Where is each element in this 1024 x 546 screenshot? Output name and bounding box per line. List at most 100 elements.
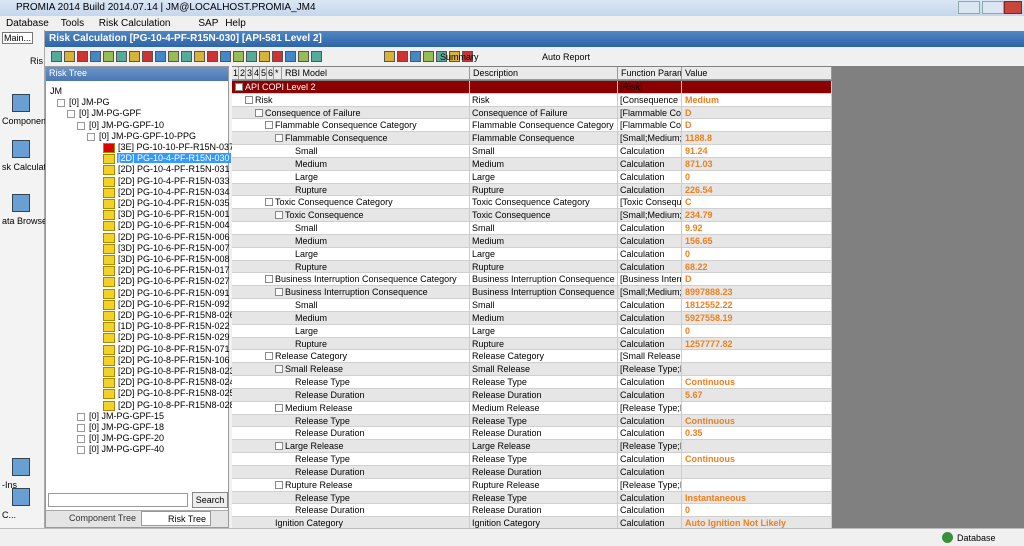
tree-node[interactable]: [0] JM-PG-GPF-10 xyxy=(89,119,165,130)
expand-toggle[interactable] xyxy=(235,83,243,91)
toolbar-icon[interactable] xyxy=(168,51,179,62)
grid-row[interactable]: Release Type Release Type Calculation Insta… xyxy=(232,491,832,505)
expand-toggle[interactable] xyxy=(67,110,75,119)
nav-label[interactable]: C... xyxy=(2,510,17,520)
column-header[interactable]: Description xyxy=(470,67,618,80)
toolbar-icon[interactable] xyxy=(410,51,421,62)
tree-node[interactable]: [2D] PG-10-6-PF-R15N-004 xyxy=(118,220,230,231)
nav-icon[interactable] xyxy=(12,458,30,476)
tree-node[interactable]: [2D] PG-10-8-PF-R15N-071 xyxy=(118,343,230,354)
grid-row[interactable]: Release Type Release Type Calculation Conti… xyxy=(232,453,832,466)
menu-item[interactable]: Help xyxy=(225,18,246,29)
toolbar-icon[interactable] xyxy=(51,51,62,62)
toolbar-icon[interactable] xyxy=(462,51,473,62)
toolbar-icon[interactable] xyxy=(298,51,309,62)
tree-node[interactable]: [3E] PG-10-10-PF-R15N-037 xyxy=(118,142,235,152)
tree-node[interactable]: [2D] PG-10-8-PF-R15N8-024 xyxy=(118,377,235,388)
nav-icon[interactable] xyxy=(12,140,30,158)
toolbar-icon[interactable] xyxy=(181,51,192,62)
expand-toggle[interactable] xyxy=(77,121,85,130)
tree-node[interactable]: [0] JM-PG-GPF xyxy=(79,108,142,119)
tree-node[interactable]: [0] JM-PG-GPF-40 xyxy=(89,444,165,455)
tree-node[interactable]: [2D] PG-10-8-PF-R15N-029 xyxy=(118,332,230,343)
grid-row[interactable]: Release Type Release Type Calculation Conti… xyxy=(232,376,832,389)
grid-row[interactable]: Large Large Calculation 0 xyxy=(232,170,832,184)
toolbar-icon[interactable] xyxy=(311,51,322,62)
menu-item[interactable]: Risk Calculation xyxy=(98,18,171,29)
toolbar-icon[interactable] xyxy=(207,51,218,62)
grid-row[interactable]: Small Small Calculation 1812552.22 xyxy=(232,299,832,312)
grid-row[interactable]: Toxic Consequence Toxic Consequence [Small… xyxy=(232,209,832,223)
grid-row[interactable]: Release Duration Release Duration Calculat… xyxy=(232,504,832,518)
tree-node[interactable]: [0] JM-PG-GPF-15 xyxy=(89,410,165,421)
expand-toggle[interactable] xyxy=(275,365,283,374)
toolbar-icon[interactable] xyxy=(285,51,296,62)
tree-node[interactable]: [2D] PG-10-6-PF-R15N-092 xyxy=(118,298,230,309)
nav-label[interactable]: ata Browse xyxy=(2,216,48,226)
nav-icon[interactable] xyxy=(12,94,30,112)
toolbar-icon[interactable] xyxy=(259,51,270,62)
expand-toggle[interactable] xyxy=(265,121,273,130)
expand-toggle[interactable] xyxy=(87,132,95,141)
grid-row[interactable]: Release Type Release Type Calculation Conti… xyxy=(232,414,832,428)
grid-row[interactable]: Small Release Small Release [Release Type;… xyxy=(232,363,832,377)
toolbar-icon[interactable] xyxy=(77,51,88,62)
tree-node[interactable]: [2D] PG-10-8-PF-R15N8-023 xyxy=(118,366,235,376)
column-header[interactable]: RBI Model xyxy=(282,67,470,80)
tree-node[interactable]: JM xyxy=(50,86,62,96)
toolbar-icon[interactable] xyxy=(129,51,140,62)
column-header[interactable]: * xyxy=(274,67,282,80)
grid-row[interactable]: Business Interruption Consequence Catego… xyxy=(232,273,832,287)
toolbar-icon[interactable] xyxy=(423,51,434,62)
toolbar-icon[interactable] xyxy=(142,51,153,62)
tree-node[interactable]: [2D] PG-10-4-PF-R15N-031 xyxy=(118,164,230,175)
grid-row[interactable]: Risk Risk [Consequence o Medium xyxy=(232,93,832,107)
tree-node[interactable]: [2D] PG-10-8-PF-R15N8-028-F xyxy=(118,399,244,410)
tree-node[interactable]: [3D] PG-10-6-PF-R15N-001 xyxy=(118,209,230,220)
expand-toggle[interactable] xyxy=(245,95,253,104)
grid-row[interactable]: API COPI Level 2 [Risk] xyxy=(232,81,832,94)
expand-toggle[interactable] xyxy=(275,288,283,297)
menu-item[interactable]: SAP xyxy=(198,18,219,29)
nav-label[interactable]: Ris xyxy=(30,56,43,66)
expand-toggle[interactable] xyxy=(275,403,283,412)
column-header[interactable]: 2 xyxy=(240,67,246,80)
tree-node[interactable]: [2D] PG-10-4-PF-R15N-033 xyxy=(118,175,230,186)
toolbar-button[interactable]: Summary xyxy=(440,52,479,62)
grid-row[interactable]: Medium Release Medium Release [Release Typ… xyxy=(232,401,832,415)
expand-toggle[interactable] xyxy=(255,108,263,117)
tree-node[interactable]: [2D] PG-10-6-PF-R15N-017 xyxy=(118,265,230,276)
tree-node[interactable]: [0] JM-PG xyxy=(69,97,110,108)
nav-label[interactable]: sk Calculat xyxy=(2,162,47,172)
grid-row[interactable]: Release Duration Release Duration Calculat… xyxy=(232,427,832,441)
grid-row[interactable]: Large Large Calculation 0 xyxy=(232,247,832,261)
nav-label[interactable]: Main... xyxy=(2,32,34,44)
tree-node[interactable]: [1D] PG-10-8-PF-R15N-022 xyxy=(118,321,230,332)
expand-toggle[interactable] xyxy=(77,435,85,444)
tree-node[interactable]: [3D] PG-10-6-PF-R15N-007 xyxy=(118,242,230,253)
minimize-button[interactable] xyxy=(958,1,980,14)
tree-node[interactable]: [2D] PG-10-6-PF-R15N-006 xyxy=(118,231,230,242)
grid-row[interactable]: Small Small Calculation 9.92 xyxy=(232,222,832,235)
toolbar-icon[interactable] xyxy=(246,51,257,62)
toolbar-icon[interactable] xyxy=(155,51,166,62)
close-button[interactable] xyxy=(1004,1,1022,14)
column-header[interactable]: 4 xyxy=(254,67,260,80)
tree-node[interactable]: [0] JM-PG-GPF-18 xyxy=(89,422,165,432)
grid-row[interactable]: Large Large Calculation 0 xyxy=(232,324,832,338)
grid-row[interactable]: Rupture Rupture Calculation 68.22 xyxy=(232,260,832,274)
grid-row[interactable]: Toxic Consequence Category Toxic Conseque… xyxy=(232,196,832,210)
tree-node[interactable]: [2D] PG-10-8-PF-R15N-106 xyxy=(118,354,230,365)
grid-row[interactable]: Medium Medium Calculation 871.03 xyxy=(232,157,832,171)
toolbar-icon[interactable] xyxy=(116,51,127,62)
column-header[interactable]: 3 xyxy=(247,67,253,80)
toolbar-icon[interactable] xyxy=(436,51,447,62)
nav-label[interactable]: -Ins xyxy=(2,480,18,490)
expand-toggle[interactable] xyxy=(77,424,85,432)
tree-node[interactable]: [2D] PG-10-6-PF-R15N-027 xyxy=(118,276,230,287)
nav-icon[interactable] xyxy=(12,488,30,506)
panel-tab[interactable]: Component Tree xyxy=(68,513,136,523)
grid-row[interactable]: Ignition Category Ignition Category Calcul… xyxy=(232,517,832,531)
expand-toggle[interactable] xyxy=(275,134,283,143)
grid-row[interactable]: Rupture Rupture Calculation 1257777.82 xyxy=(232,337,832,351)
